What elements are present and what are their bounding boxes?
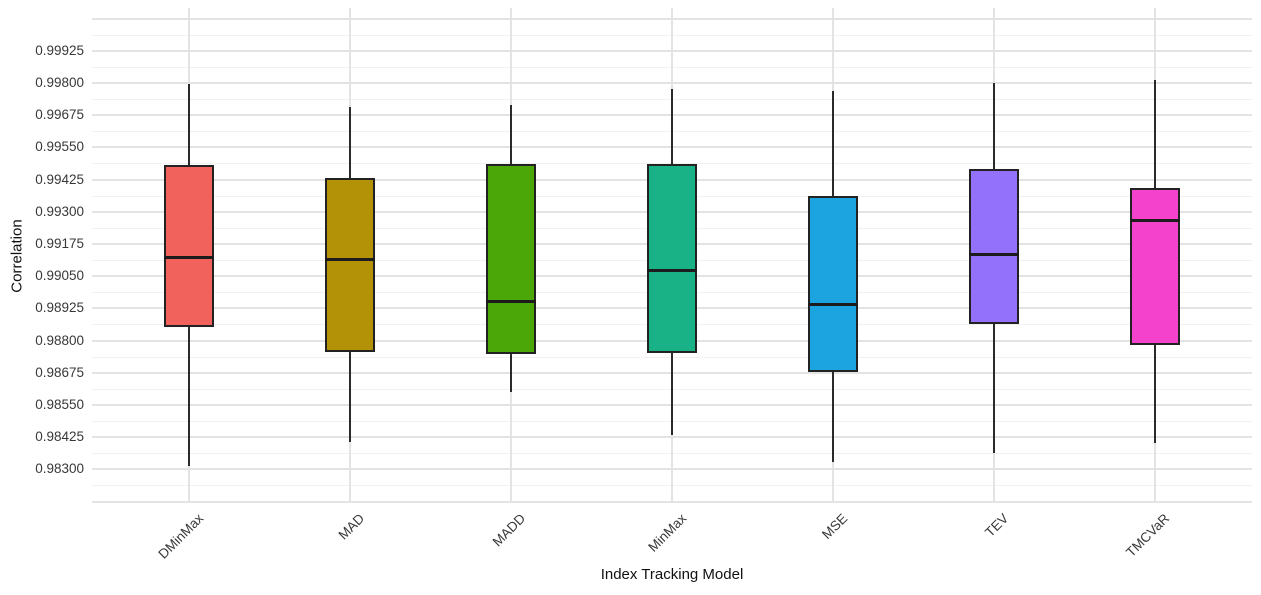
y-tick-label: 0.98425 — [35, 429, 84, 445]
median-line — [163, 255, 214, 259]
y-tick-label: 0.99300 — [35, 203, 84, 219]
y-tick-label: 0.99175 — [35, 235, 84, 251]
y-tick-label: 0.99800 — [35, 74, 84, 90]
y-tick-label: 0.98300 — [35, 461, 84, 477]
box-dminmax — [163, 165, 214, 328]
y-tick-label: 0.98800 — [35, 332, 84, 348]
x-axis-title: Index Tracking Model — [600, 566, 744, 583]
y-tick-label: 0.98675 — [35, 364, 84, 380]
median-line — [485, 299, 536, 303]
box-mad — [324, 177, 375, 352]
box-madd — [485, 164, 536, 354]
y-tick-label: 0.99550 — [35, 139, 84, 155]
median-line — [969, 253, 1020, 257]
plot-panel — [92, 8, 1252, 503]
median-line — [647, 268, 697, 272]
y-tick-label: 0.99675 — [35, 107, 84, 123]
box-mse — [808, 195, 859, 373]
y-tick-label: 0.98550 — [35, 396, 84, 412]
box-tev — [969, 168, 1020, 325]
box-minmax — [647, 163, 697, 354]
y-tick-label: 0.99425 — [35, 171, 84, 187]
y-tick-label: 0.99925 — [35, 42, 84, 58]
y-axis-title: Correlation — [8, 219, 26, 293]
y-tick-label: 0.99050 — [35, 268, 84, 284]
box-tmcvar — [1130, 188, 1181, 345]
median-line — [324, 258, 375, 262]
y-tick-label: 0.98925 — [35, 300, 84, 316]
median-line — [808, 302, 859, 306]
median-line — [1130, 218, 1181, 222]
